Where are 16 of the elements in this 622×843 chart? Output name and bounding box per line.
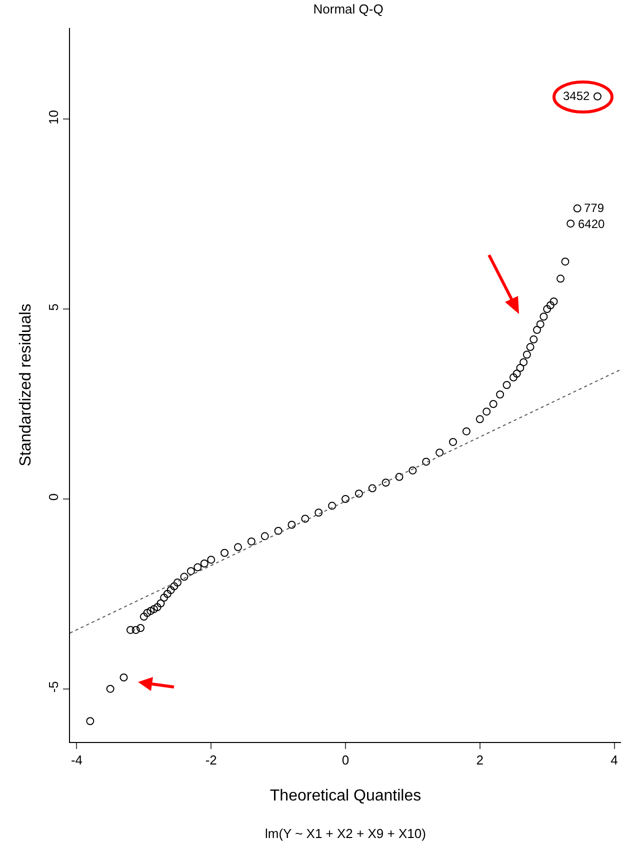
y-tick-label: -5: [46, 681, 61, 693]
x-tick-label: 4: [610, 752, 618, 768]
x-tick-label: 0: [342, 752, 350, 768]
y-axis-title: Standardized residuals: [18, 304, 35, 466]
annotation: 6420: [578, 217, 606, 231]
text: lm(Y ~ X1 + X2 + X9 + X10): [265, 826, 426, 841]
y-tick-label: 10: [46, 110, 61, 124]
x-axis-title: Theoretical Quantiles: [270, 787, 422, 804]
x-tick-label: -4: [70, 752, 82, 768]
x-tick-label: 2: [476, 752, 484, 768]
annotation: 779: [584, 201, 604, 215]
annotation: 3452: [563, 89, 590, 103]
chart-title: Normal Q-Q: [313, 1, 384, 16]
x-tick-label: -2: [205, 752, 217, 768]
y-tick-label: 0: [46, 493, 61, 501]
y-tick-label: 5: [46, 303, 61, 311]
